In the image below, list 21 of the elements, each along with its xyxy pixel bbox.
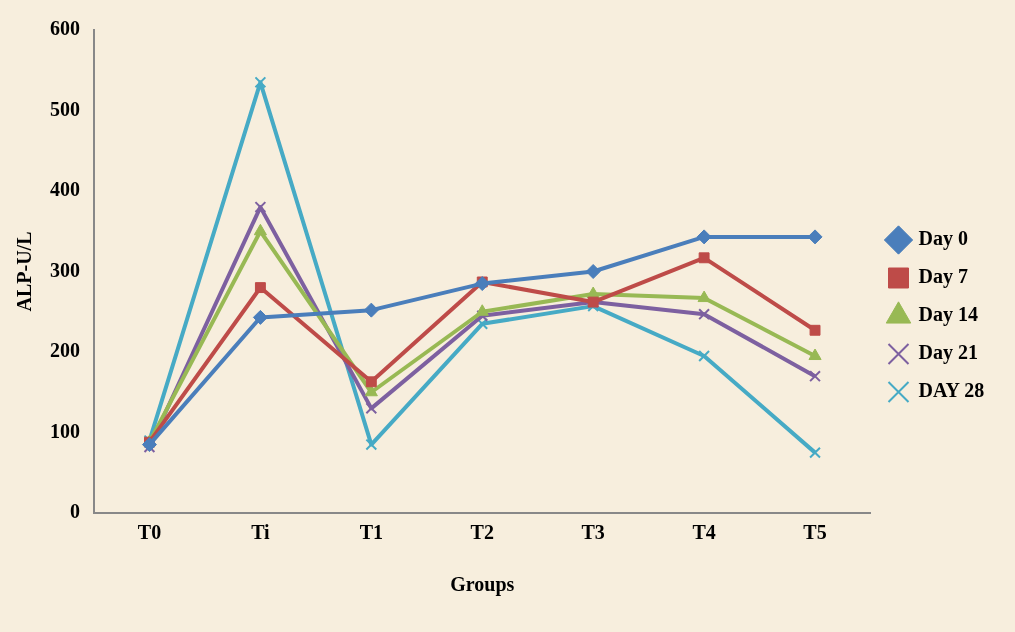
y-tick-label: 500 xyxy=(50,97,80,120)
x-tick-label: Ti xyxy=(251,521,271,544)
x-tick-label: T3 xyxy=(581,521,605,544)
legend-label: DAY 28 xyxy=(918,379,985,402)
x-tick-label: T2 xyxy=(470,521,494,544)
y-axis-title: ALP-U/L xyxy=(13,231,36,312)
y-tick-label: 400 xyxy=(50,178,80,201)
y-tick-label: 600 xyxy=(50,17,80,40)
x-axis-title: Groups xyxy=(450,573,515,597)
y-tick-label: 0 xyxy=(70,500,80,523)
legend-label: Day 7 xyxy=(918,265,968,289)
x-tick-label: T5 xyxy=(803,521,827,544)
legend-label: Day 0 xyxy=(918,227,968,251)
x-tick-label: T4 xyxy=(692,521,716,544)
legend-label: Day 14 xyxy=(918,303,978,327)
x-tick-label: T1 xyxy=(359,521,383,544)
y-tick-label: 100 xyxy=(50,419,80,442)
y-tick-label: 200 xyxy=(50,339,80,362)
x-tick-label: T0 xyxy=(137,521,162,544)
legend-label: Day 21 xyxy=(918,341,978,365)
y-tick-label: 300 xyxy=(50,258,80,281)
